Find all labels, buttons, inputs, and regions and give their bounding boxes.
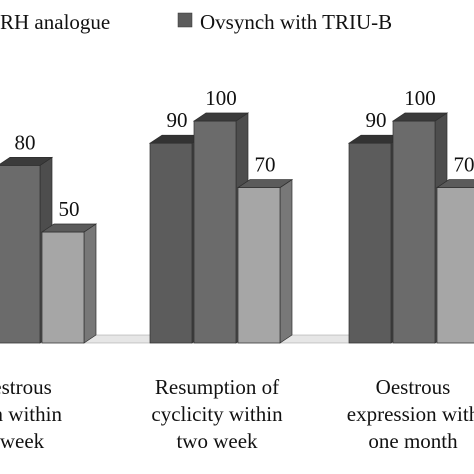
bar-top-face bbox=[391, 112, 449, 122]
bar-cat2-series3 bbox=[236, 178, 294, 344]
bar-side-face bbox=[279, 178, 293, 344]
value-label-cat3-series2: 100 bbox=[404, 86, 436, 110]
category-label-1-line-2: on within bbox=[0, 402, 62, 426]
bar-cat3-series3 bbox=[435, 179, 474, 344]
bar-front-face bbox=[193, 120, 237, 344]
category-label-1-line-1: estrous bbox=[0, 375, 52, 399]
value-label-cat3-series1: 90 bbox=[366, 108, 387, 132]
category-label-1-line-3: week bbox=[0, 429, 45, 453]
bar-front-face bbox=[41, 231, 85, 344]
bar-top-face bbox=[40, 223, 98, 233]
category-labels-group: estrous on within week Resumption of cyclici… bbox=[0, 375, 474, 453]
bar-top-face bbox=[435, 179, 474, 188]
value-label-cat1-series3: 50 bbox=[59, 197, 80, 221]
bar-front-face bbox=[392, 120, 436, 344]
bar-cat1-series3 bbox=[40, 223, 98, 344]
category-label-2-line-3: two week bbox=[176, 429, 258, 453]
bars-group bbox=[0, 112, 474, 344]
value-labels-group: 80 50 90 100 70 90 100 70 bbox=[15, 86, 474, 221]
legend: RH analogue Ovsynch with TRIU-B bbox=[0, 10, 392, 34]
bar-front-face bbox=[436, 187, 474, 344]
value-label-cat2-series3: 70 bbox=[255, 153, 276, 177]
bar-front-face bbox=[348, 142, 392, 344]
value-label-cat3-series3: 70 bbox=[454, 153, 474, 177]
bar-side-face bbox=[83, 223, 97, 344]
category-label-3-line-3: one month bbox=[368, 429, 458, 453]
bar-front-face bbox=[237, 187, 281, 344]
legend-label-series-1: RH analogue bbox=[0, 10, 110, 34]
category-label-2-line-1: Resumption of bbox=[155, 375, 279, 399]
category-label-3-line-2: expression with bbox=[347, 402, 474, 426]
bar-front-face bbox=[0, 165, 41, 344]
legend-swatch-series-2 bbox=[177, 12, 193, 28]
bar-top-face bbox=[0, 157, 54, 166]
category-label-3-line-1: Oestrous bbox=[376, 375, 451, 399]
value-label-cat2-series2: 100 bbox=[205, 86, 237, 110]
category-label-2-line-2: cyclicity within bbox=[151, 402, 283, 426]
bar-front-face bbox=[149, 142, 193, 344]
legend-label-series-2: Ovsynch with TRIU-B bbox=[200, 10, 392, 34]
value-label-cat1-series2: 80 bbox=[15, 130, 36, 154]
value-label-cat2-series1: 90 bbox=[167, 108, 188, 132]
bar-top-face bbox=[236, 179, 294, 188]
bar-top-face bbox=[192, 112, 250, 122]
